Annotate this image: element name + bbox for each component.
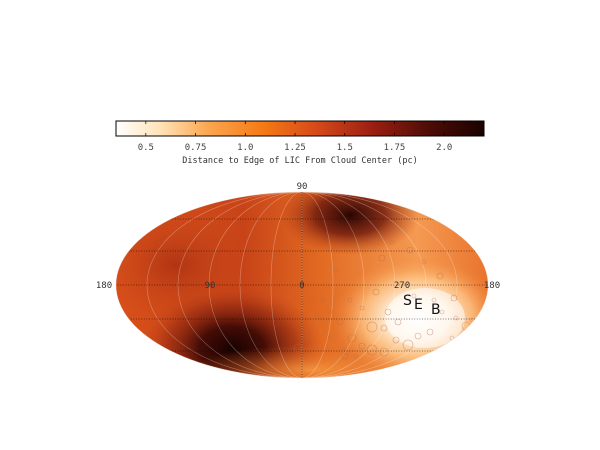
star-circle [327,335,333,341]
star-circle [312,315,324,327]
colorbar-tick-label: 1.25 [284,143,306,153]
star-circle [411,293,417,299]
star-circle [392,336,400,344]
star-markers [293,239,475,360]
colorbar-ticks: 0.5 0.75 1.0 1.25 1.5 1.75 2.0 [138,121,452,153]
longitude-label-left-edge: 180 [96,281,112,291]
star-circle [293,343,303,353]
star-circle [380,324,388,332]
star-circle [436,272,444,280]
star-circle [353,353,359,359]
longitude-label-mid-left: 90 [205,281,216,291]
star-circle [414,332,422,340]
star-circle [347,333,357,343]
star-circle [327,309,333,315]
longitude-label-center: 0 [299,281,304,291]
colorbar-label: Distance to Edge of LIC From Cloud Cente… [182,156,417,166]
star-circle [336,318,344,326]
colorbar: 0.5 0.75 1.0 1.25 1.5 1.75 2.0 Distance to Edg… [115,120,485,166]
colorbar-tick-label: 0.75 [185,143,207,153]
star-circle [378,254,386,262]
star-circle [347,297,353,303]
colorbar-gradient [115,120,485,137]
star-circle [366,321,378,333]
colorbar-tick-label: 0.5 [138,143,154,153]
star-circle [372,288,380,296]
colorbar-tick-label: 1.0 [237,143,253,153]
star-circle [469,317,475,323]
star-circle [358,342,366,350]
star-circle [302,333,308,339]
star-circle [402,339,414,351]
star-circle [421,259,427,265]
marker-e: E [414,297,423,313]
graticule-parallels [116,192,488,378]
star-circle [406,246,414,254]
star-circle [384,308,392,316]
star-circle [394,318,402,326]
longitude-label-mid-right: 270 [394,281,410,291]
latitude-label-top: 90 [297,182,308,192]
star-circle [341,352,349,360]
longitude-label-right-edge: 180 [484,281,500,291]
star-circle [366,344,378,356]
star-circle [379,347,389,357]
colorbar-tick-label: 1.75 [384,143,406,153]
star-circle [341,347,347,353]
marker-b: B [431,302,441,318]
sky-map-fill [116,192,488,378]
star-circle [319,297,325,303]
sky-map: 90 180 90 0 270 180 S E B [96,182,500,379]
star-circle [453,315,459,321]
star-circle [389,239,395,245]
colorbar-tick-label: 1.5 [337,143,353,153]
sky-map-outline [115,191,489,379]
marker-s: S [403,293,412,309]
star-circle [426,328,434,336]
star-circle [359,305,365,311]
star-circle [439,309,445,315]
star-circle [450,294,458,302]
colorbar-tick-label: 2.0 [436,143,452,153]
star-circle [431,297,437,303]
star-circle [309,297,315,303]
star-circle [333,267,339,273]
